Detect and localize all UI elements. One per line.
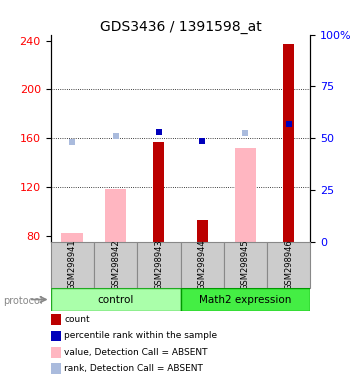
Text: GSM298946: GSM298946 <box>284 240 293 290</box>
Bar <box>153 142 164 242</box>
Text: GSM298944: GSM298944 <box>198 240 206 290</box>
Text: percentile rank within the sample: percentile rank within the sample <box>64 331 217 341</box>
Bar <box>51 242 94 288</box>
Title: GDS3436 / 1391598_at: GDS3436 / 1391598_at <box>100 20 261 33</box>
Bar <box>283 44 294 242</box>
Bar <box>180 242 224 288</box>
Bar <box>235 148 256 242</box>
Bar <box>137 242 180 288</box>
Text: protocol: protocol <box>4 296 43 306</box>
Bar <box>224 242 267 288</box>
Bar <box>51 288 180 311</box>
Bar <box>180 288 310 311</box>
Bar <box>94 242 137 288</box>
Bar <box>105 189 126 242</box>
Bar <box>197 220 208 242</box>
Text: GSM298943: GSM298943 <box>155 240 163 290</box>
Text: GSM298945: GSM298945 <box>241 240 250 290</box>
Bar <box>267 242 310 288</box>
Bar <box>61 233 83 242</box>
Text: value, Detection Call = ABSENT: value, Detection Call = ABSENT <box>64 348 208 357</box>
Text: GSM298941: GSM298941 <box>68 240 77 290</box>
Text: control: control <box>97 295 134 305</box>
Text: rank, Detection Call = ABSENT: rank, Detection Call = ABSENT <box>64 364 203 373</box>
Text: Math2 expression: Math2 expression <box>199 295 292 305</box>
Text: GSM298942: GSM298942 <box>111 240 120 290</box>
Text: count: count <box>64 315 90 324</box>
